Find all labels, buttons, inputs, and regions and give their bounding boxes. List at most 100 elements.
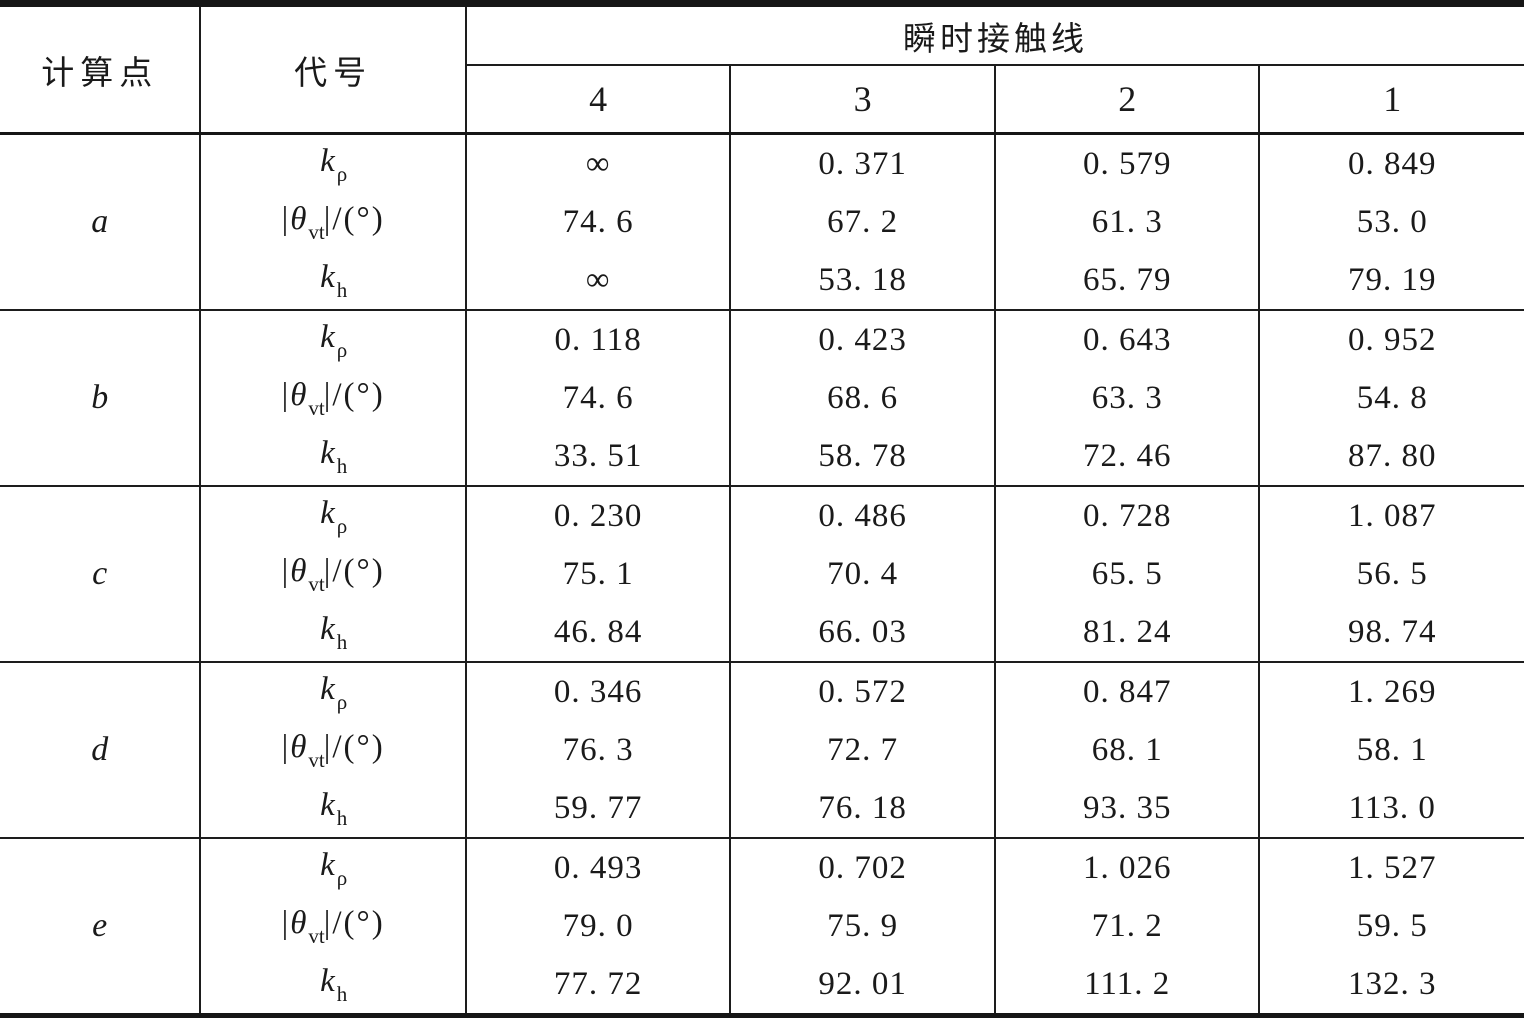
symbol-cell: kh — [199, 251, 466, 310]
symbol-base: k — [320, 259, 336, 296]
value-cell: 0. 230 — [464, 485, 731, 545]
symbol-cell: kh — [199, 955, 466, 1016]
symbol-cell: kh — [199, 779, 466, 838]
symbol-base: k — [320, 143, 336, 180]
value-cell: 68. 1 — [993, 721, 1260, 779]
value-cell: 0. 486 — [729, 485, 995, 545]
symbol-subscript: h — [336, 805, 348, 830]
value-cell: 65. 5 — [993, 545, 1260, 603]
header-contact-line-3: 3 — [729, 65, 995, 135]
value-cell: 0. 572 — [729, 661, 995, 721]
symbol-base: θ — [290, 729, 308, 766]
value-cell: 0. 371 — [729, 132, 995, 193]
value-cell: 58. 78 — [729, 427, 995, 486]
symbol-suffix: |/(°) — [323, 377, 385, 414]
table-row: c kρ 0. 230 0. 486 0. 728 1. 087 — [0, 485, 1524, 662]
value-cell: 71. 2 — [993, 897, 1260, 955]
value-cell: 53. 0 — [1258, 193, 1524, 251]
header-calc-point: 计算点 — [0, 3, 201, 135]
value-cell: 67. 2 — [729, 193, 995, 251]
symbol-base: k — [320, 847, 336, 884]
symbol-cell: kh — [199, 603, 466, 662]
calc-point-label: b — [91, 379, 109, 416]
symbol-suffix: |/(°) — [323, 729, 385, 766]
symbol-subscript: ρ — [336, 513, 348, 538]
symbol-base: k — [320, 787, 336, 824]
symbol-base: k — [320, 611, 336, 648]
table-row: kh 77. 72 92. 01 111. 2 132. 3 — [0, 955, 1524, 1016]
value-cell: 1. 026 — [993, 837, 1260, 897]
symbol-subscript: h — [336, 981, 348, 1006]
value-cell: 79. 19 — [1258, 251, 1524, 310]
table-row: |θvt|/(°) 79. 0 75. 9 71. 2 59. 5 — [0, 897, 1524, 955]
header-contact-line-group: 瞬时接触线 — [464, 3, 1524, 66]
value-cell: 53. 18 — [729, 251, 995, 310]
symbol-prefix: | — [281, 377, 291, 414]
value-cell: 0. 423 — [729, 309, 995, 369]
symbol-suffix: |/(°) — [323, 905, 385, 942]
value-cell: 98. 74 — [1258, 603, 1524, 662]
symbol-subscript: vt — [308, 219, 325, 244]
symbol-subscript: h — [336, 453, 348, 478]
symbol-cell: kρ — [199, 485, 466, 545]
value-cell: 63. 3 — [993, 369, 1260, 427]
table-row: |θvt|/(°) 74. 6 67. 2 61. 3 53. 0 — [0, 193, 1524, 251]
symbol-prefix: | — [281, 553, 291, 590]
symbol-subscript: h — [336, 629, 348, 654]
symbol-cell: kρ — [199, 837, 466, 897]
value-cell: 79. 0 — [464, 897, 731, 955]
calc-point-label: d — [91, 731, 109, 768]
symbol-base: θ — [290, 377, 308, 414]
value-cell: 33. 51 — [464, 427, 731, 486]
symbol-subscript: vt — [308, 923, 325, 948]
value-cell: 87. 80 — [1258, 427, 1524, 486]
calc-point-cell: b — [0, 309, 201, 486]
table-row: kh 33. 51 58. 78 72. 46 87. 80 — [0, 427, 1524, 486]
symbol-subscript: ρ — [336, 689, 348, 714]
value-cell: ∞ — [464, 251, 731, 310]
symbol-cell: |θvt|/(°) — [199, 369, 466, 427]
symbol-prefix: | — [281, 905, 291, 942]
value-cell: 92. 01 — [729, 955, 995, 1016]
value-cell: 75. 1 — [464, 545, 731, 603]
value-cell: 0. 702 — [729, 837, 995, 897]
value-cell: 75. 9 — [729, 897, 995, 955]
table-row: |θvt|/(°) 76. 3 72. 7 68. 1 58. 1 — [0, 721, 1524, 779]
symbol-base: k — [320, 671, 336, 708]
symbol-cell: |θvt|/(°) — [199, 193, 466, 251]
value-cell: 0. 493 — [464, 837, 731, 897]
value-cell: 0. 728 — [993, 485, 1260, 545]
value-cell: 58. 1 — [1258, 721, 1524, 779]
table-row: a kρ ∞ 0. 371 0. 579 0. 849 — [0, 132, 1524, 310]
header-symbol: 代号 — [199, 3, 466, 135]
value-cell: 74. 6 — [464, 193, 731, 251]
symbol-base: k — [320, 495, 336, 532]
value-cell: 132. 3 — [1258, 955, 1524, 1016]
symbol-prefix: | — [281, 201, 291, 238]
value-cell: 0. 847 — [993, 661, 1260, 721]
value-cell: 72. 7 — [729, 721, 995, 779]
value-cell: 0. 118 — [464, 309, 731, 369]
value-cell: 76. 3 — [464, 721, 731, 779]
table-row: |θvt|/(°) 75. 1 70. 4 65. 5 56. 5 — [0, 545, 1524, 603]
value-cell: 56. 5 — [1258, 545, 1524, 603]
value-cell: 77. 72 — [464, 955, 731, 1016]
value-cell: 0. 849 — [1258, 132, 1524, 193]
symbol-base: k — [320, 435, 336, 472]
value-cell: 59. 77 — [464, 779, 731, 838]
symbol-subscript: ρ — [336, 865, 348, 890]
calc-point-label: e — [92, 907, 108, 944]
symbol-prefix: | — [281, 729, 291, 766]
value-cell: 65. 79 — [993, 251, 1260, 310]
symbol-cell: |θvt|/(°) — [199, 897, 466, 955]
value-cell: 1. 087 — [1258, 485, 1524, 545]
symbol-base: k — [320, 319, 336, 356]
value-cell: 70. 4 — [729, 545, 995, 603]
symbol-base: k — [320, 963, 336, 1000]
symbol-subscript: ρ — [336, 337, 348, 362]
calc-point-cell: d — [0, 661, 201, 838]
table-row: e kρ 0. 493 0. 702 1. 026 1. 527 — [0, 837, 1524, 1016]
calc-point-cell: e — [0, 837, 201, 1016]
symbol-cell: kh — [199, 427, 466, 486]
